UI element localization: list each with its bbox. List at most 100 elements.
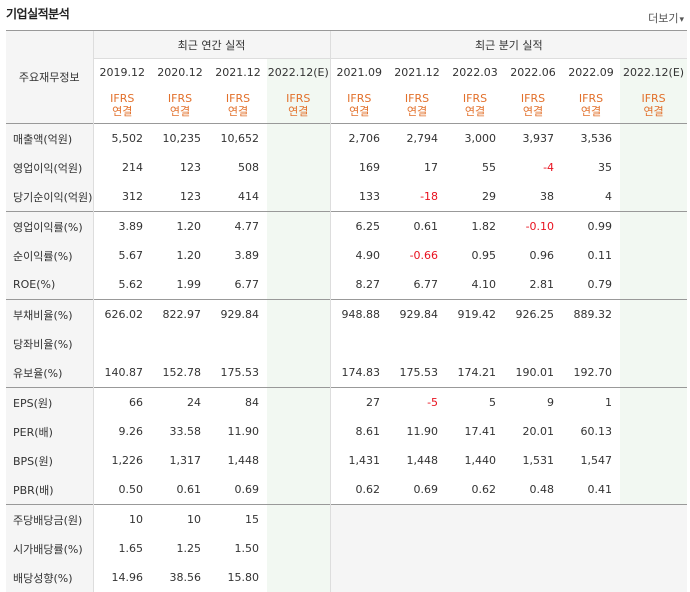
row-label: 순이익률(%)	[6, 241, 93, 270]
value-cell: 1.99	[176, 278, 202, 291]
value-cell: 1.20	[151, 211, 209, 241]
value-cell	[562, 329, 620, 358]
empty-cell	[562, 534, 621, 563]
empty-cell	[446, 504, 505, 534]
value-cell	[620, 446, 688, 475]
value-cell: 6.77	[413, 278, 439, 291]
value-cell: 0.69	[234, 483, 260, 496]
value-cell: 0.61	[388, 211, 447, 241]
empty-cell	[446, 563, 505, 592]
value-cell: 0.79	[587, 278, 613, 291]
basis-top: IFRS	[286, 91, 311, 105]
value-cell: 1.65	[92, 534, 151, 563]
value-cell: 10	[151, 504, 209, 534]
table-row: 부채비율(%) 626.02 822.97 929.84 948.88 929.84 919…	[6, 299, 688, 329]
table-row: 영업이익률(%) 3.89 1.20 4.77 6.25 0.61 1.82 -0.10 0.9…	[6, 211, 688, 241]
row-label: EPS(원)	[6, 387, 93, 417]
value-cell	[151, 329, 209, 358]
basis-top: IFRS	[404, 91, 430, 105]
empty-cell	[504, 534, 563, 563]
value-cell: 1,440	[464, 454, 497, 467]
basis-bottom: 연결	[112, 104, 133, 118]
group-quarter-header: 최근 분기 실적	[329, 30, 688, 59]
value-cell: 3,937	[504, 123, 563, 153]
value-cell: 4	[605, 190, 613, 203]
period-annual: 2020.12	[157, 66, 203, 79]
value-cell	[504, 329, 562, 358]
value-cell: 9	[504, 387, 563, 417]
basis-top: IFRS	[167, 91, 193, 105]
value-cell: -4	[543, 161, 555, 174]
period-annual: 2022.12(E)	[267, 58, 331, 86]
value-cell: 0.69	[413, 483, 439, 496]
basis-label: IFRS 연결	[504, 86, 562, 124]
basis-label: IFRS 연결	[562, 86, 620, 124]
value-cell: 3.89	[92, 211, 151, 241]
value-cell	[620, 299, 688, 329]
value-cell: 17	[424, 161, 439, 174]
value-cell: 192.70	[573, 366, 613, 379]
value-cell: 5.62	[92, 270, 151, 300]
table-row: 매출액(억원) 5,502 10,235 10,652 2,706 2,794 3,000 3…	[6, 123, 688, 153]
value-cell: 84	[209, 387, 267, 417]
table-row: EPS(원) 66 24 84 27 -5 5 9 1	[6, 387, 688, 417]
value-cell	[209, 329, 267, 358]
row-label: 주당배당금(원)	[6, 504, 93, 534]
table-row: 배당성향(%) 14.96 38.56 15.80	[6, 563, 688, 592]
more-link[interactable]: 더보기▾	[648, 10, 684, 26]
value-cell	[620, 270, 688, 300]
value-cell: 508	[238, 161, 259, 174]
value-cell: 1,226	[92, 446, 151, 475]
value-cell: 152.78	[162, 366, 202, 379]
basis-label: IFRS 연결	[209, 86, 267, 124]
value-cell: 14.96	[92, 563, 151, 592]
row-label: 배당성향(%)	[6, 563, 93, 592]
value-cell: 214	[92, 153, 151, 182]
value-cell: 4.77	[209, 211, 267, 241]
table-row: BPS(원) 1,226 1,317 1,448 1,431 1,448 1,440 1,53…	[6, 446, 688, 475]
value-cell: 60.13	[580, 425, 613, 438]
value-cell: 38.56	[169, 571, 202, 584]
value-cell: 175.53	[220, 366, 260, 379]
value-cell: 2,706	[329, 123, 389, 153]
value-cell: 11.90	[227, 425, 260, 438]
value-cell: 0.62	[471, 483, 497, 496]
value-cell: 312	[92, 182, 151, 212]
period-quarter: 2022.06	[510, 66, 556, 79]
row-label: 당기순이익(억원)	[6, 182, 93, 212]
basis-label: IFRS 연결	[620, 86, 688, 124]
value-cell: 0.95	[471, 249, 497, 262]
value-cell: 0.96	[529, 249, 555, 262]
value-cell: 5.67	[92, 241, 151, 270]
period-annual: 2019.12	[92, 58, 151, 86]
value-cell: 0.48	[529, 483, 555, 496]
value-cell	[388, 329, 446, 358]
table-row: ROE(%) 5.62 1.99 6.77 8.27 6.77 4.10 2.81 0.79	[6, 270, 688, 300]
value-cell: 1,531	[522, 454, 555, 467]
value-cell: 3,000	[446, 123, 505, 153]
chevron-down-icon: ▾	[679, 15, 684, 25]
empty-cell	[562, 504, 621, 534]
value-cell: 8.61	[329, 417, 389, 446]
row-label: 시가배당률(%)	[6, 534, 93, 563]
value-cell	[267, 329, 331, 358]
value-cell: 919.42	[446, 299, 505, 329]
table-row: 주당배당금(원) 10 10 15	[6, 504, 688, 534]
value-cell: 5	[446, 387, 505, 417]
empty-cell	[329, 563, 389, 592]
value-cell: 3.89	[234, 249, 260, 262]
table-row: 당좌비율(%)	[6, 329, 688, 358]
value-cell	[267, 270, 331, 300]
value-cell: 66	[92, 387, 151, 417]
basis-label: IFRS 연결	[388, 86, 446, 124]
basis-top: IFRS	[641, 91, 666, 105]
value-cell: 123	[180, 161, 201, 174]
value-cell: 948.88	[329, 299, 389, 329]
value-cell: 17.41	[464, 425, 497, 438]
value-cell: 169	[329, 153, 389, 182]
empty-cell	[504, 504, 563, 534]
value-cell	[620, 387, 688, 417]
financial-table: 주요재무정보 최근 연간 실적 최근 분기 실적 2019.12 2020.12 2021…	[6, 30, 688, 592]
value-cell: 15	[209, 504, 267, 534]
